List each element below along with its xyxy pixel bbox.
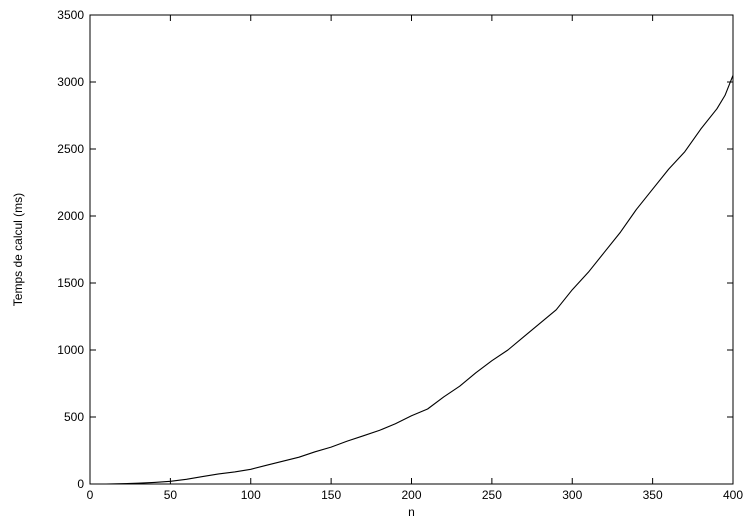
- y-axis-label: Temps de calcul (ms): [11, 193, 25, 306]
- y-tick-label: 3000: [57, 75, 84, 89]
- plot-area-frame: [89, 14, 734, 485]
- y-tick-label: 500: [64, 410, 84, 424]
- y-tick-label: 1000: [57, 343, 84, 357]
- y-tick-label: 2000: [57, 209, 84, 223]
- x-tick-label: 400: [723, 488, 743, 502]
- x-tick-label: 100: [241, 488, 261, 502]
- y-tick-label: 1500: [57, 276, 84, 290]
- y-tick-label: 0: [77, 477, 84, 491]
- x-tick-label: 350: [643, 488, 663, 502]
- x-tick-label: 200: [401, 488, 421, 502]
- series-line: [90, 75, 734, 485]
- x-tick-label: 250: [482, 488, 502, 502]
- y-tick-label: 3500: [57, 8, 84, 22]
- x-tick-label: 0: [87, 488, 94, 502]
- x-axis-label: n: [408, 505, 415, 519]
- x-tick-label: 50: [164, 488, 178, 502]
- y-tick-label: 2500: [57, 142, 84, 156]
- x-tick-label: 300: [562, 488, 582, 502]
- x-tick-label: 150: [321, 488, 341, 502]
